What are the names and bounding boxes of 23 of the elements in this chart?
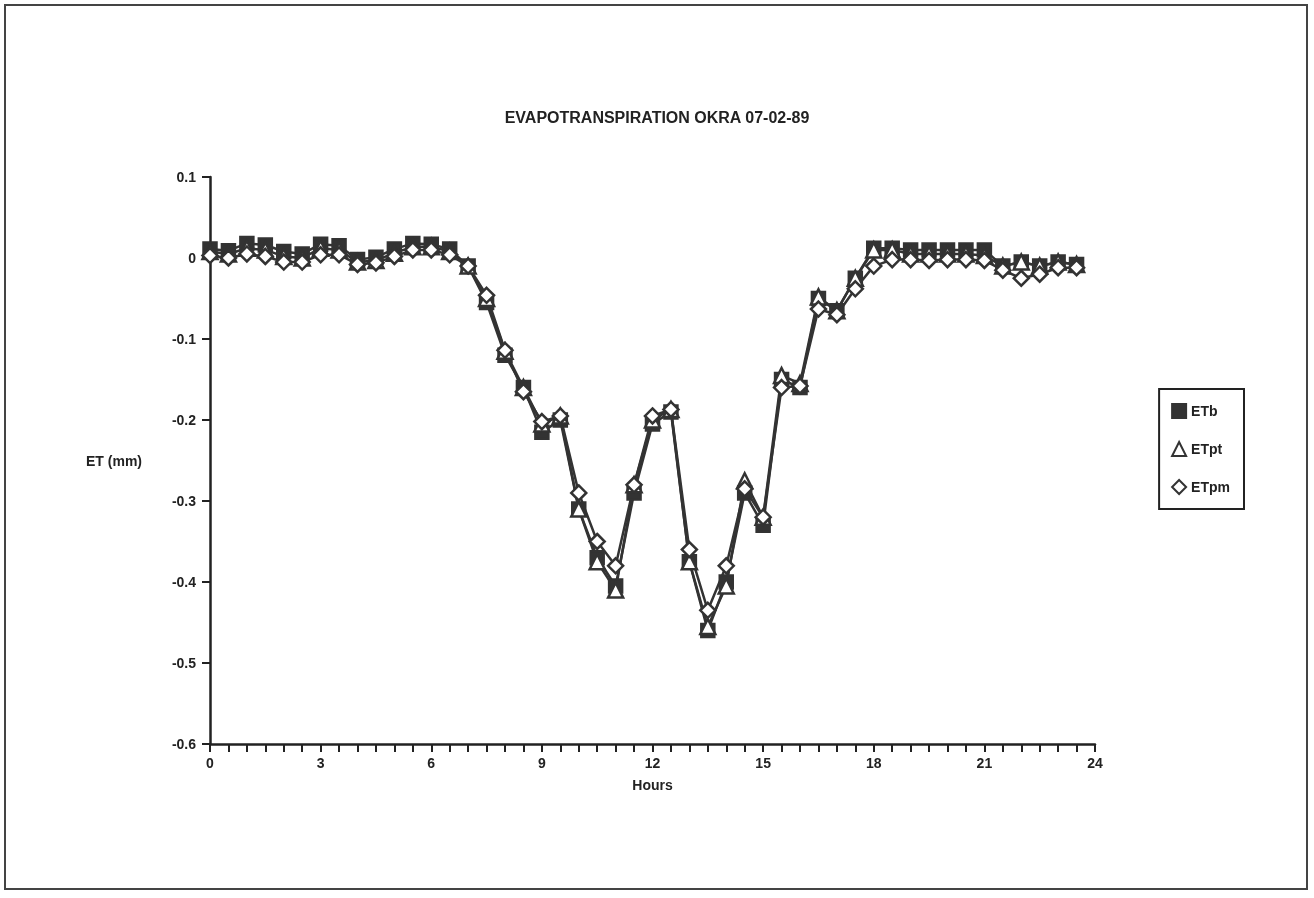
x-tick-label: 0 [206, 755, 215, 771]
x-tick-label: 24 [1087, 755, 1103, 771]
y-tick-label: 0 [188, 250, 197, 266]
x-tick-label: 9 [537, 755, 546, 771]
y-tick-label: -0.5 [171, 655, 197, 671]
y-axis-title: ET (mm) [86, 452, 142, 469]
x-axis-title: Hours [632, 777, 673, 793]
x-tick-label: 12 [644, 755, 661, 771]
y-tick-label: 0.1 [176, 169, 197, 185]
y-tick-label: -0.2 [171, 412, 197, 428]
x-tick-label: 18 [865, 755, 882, 771]
legend-label: ETb [1191, 403, 1218, 419]
y-tick-label: -0.1 [171, 331, 197, 347]
y-tick-label: -0.3 [171, 493, 197, 509]
legend-label: ETpt [1191, 441, 1223, 457]
x-tick-label: 21 [976, 755, 993, 771]
y-tick-label: -0.6 [171, 736, 197, 752]
y-tick-label: -0.4 [171, 574, 197, 590]
x-tick-label: 3 [316, 755, 325, 771]
x-tick-label: 6 [427, 755, 436, 771]
x-tick-label: 15 [755, 755, 772, 771]
chart-title: EVAPOTRANSPIRATION OKRA 07-02-89 [504, 108, 810, 126]
legend-label: ETpm [1191, 479, 1230, 495]
